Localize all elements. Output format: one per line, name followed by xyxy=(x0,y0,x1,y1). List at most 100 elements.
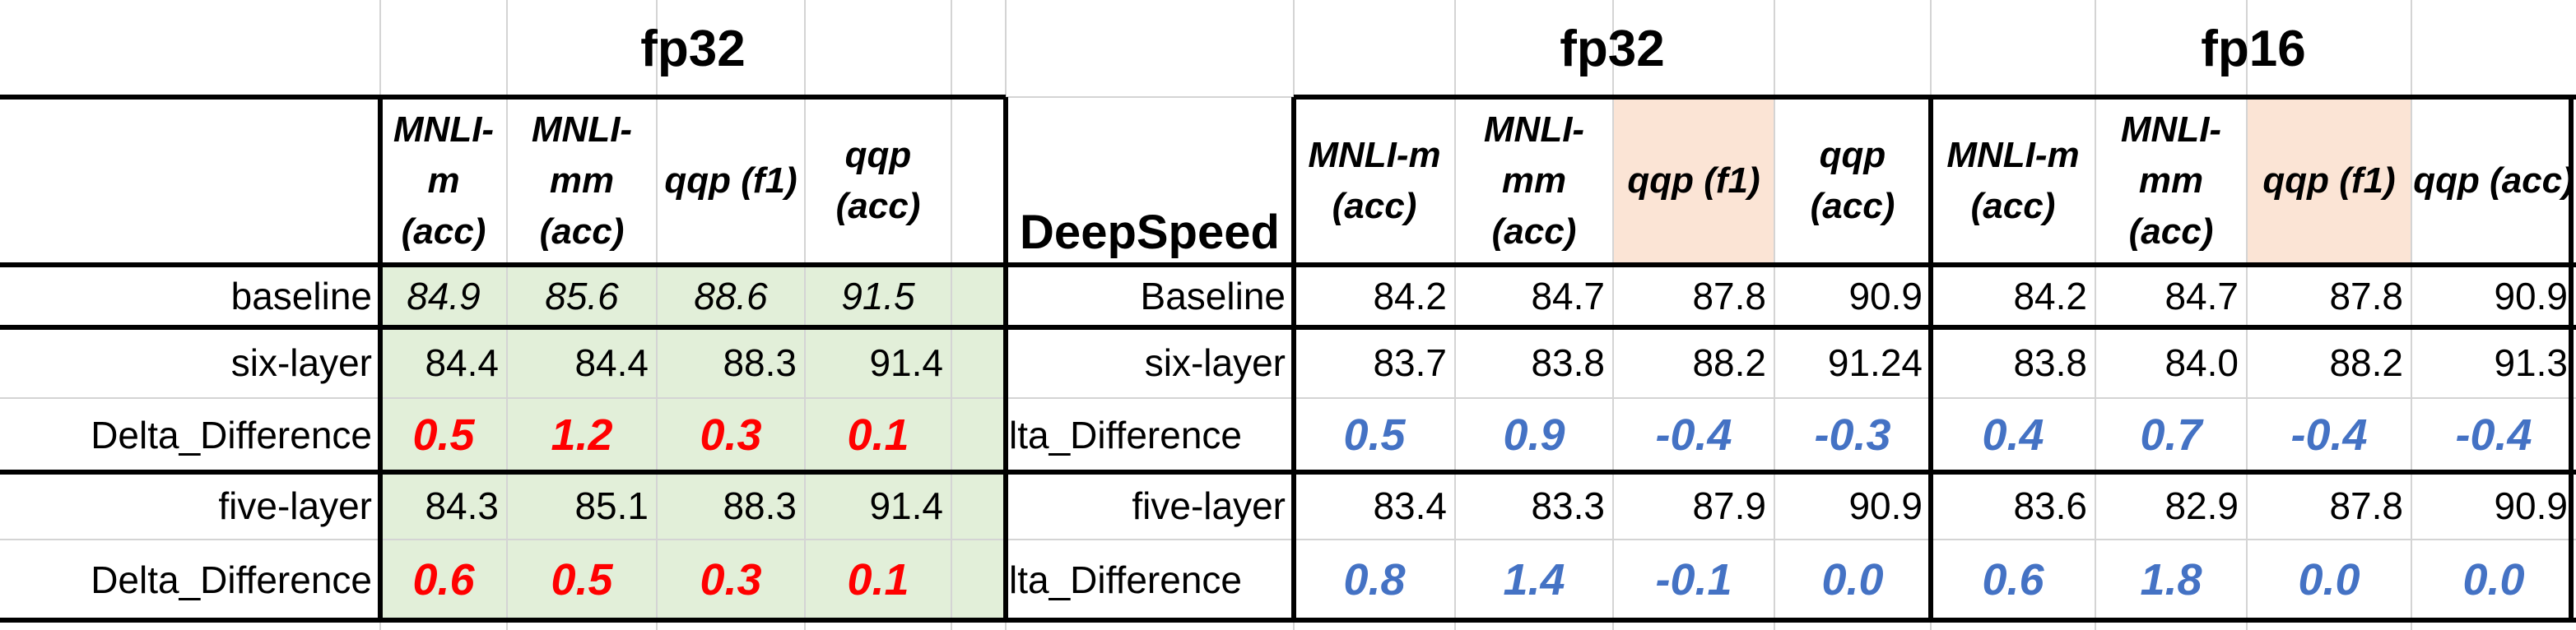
gridline-vertical xyxy=(804,0,806,630)
left-data-fill xyxy=(380,265,1006,620)
left-value: 0.5 xyxy=(412,410,475,460)
right-value: 84.0 xyxy=(2164,341,2239,384)
table-border xyxy=(0,618,2576,623)
right-value: 83.8 xyxy=(2013,341,2087,384)
right-value: 1.8 xyxy=(2140,555,2202,605)
right-value: 90.9 xyxy=(2494,484,2568,527)
right-row-label: five-layer xyxy=(1132,484,1286,527)
right-value-cell: 0.4 xyxy=(1931,398,2095,472)
left-row-label-cell: Delta_Difference xyxy=(0,398,380,472)
right-value-cell: 87.8 xyxy=(1613,265,1774,327)
right-value: 0.0 xyxy=(2298,555,2360,605)
gridline-vertical xyxy=(2095,0,2096,630)
right-value: 91.3 xyxy=(2494,341,2568,384)
right-value-cell: 0.8 xyxy=(1294,540,1455,620)
left-value: 84.3 xyxy=(425,484,499,527)
fp32-col-header-2: qqp (f1) xyxy=(1627,160,1760,201)
right-value: 83.3 xyxy=(1531,484,1605,527)
right-value-cell: 0.5 xyxy=(1294,398,1455,472)
left-col-header-0-cell: MNLI-m (acc) xyxy=(380,97,507,265)
right-value-cell: 0.9 xyxy=(1455,398,1613,472)
right-value: 91.24 xyxy=(1827,341,1923,384)
deepspeed-header-cell: DeepSpeed xyxy=(1006,97,1294,265)
left-value-cell: 91.4 xyxy=(805,327,951,398)
left-value: 0.3 xyxy=(700,410,762,460)
gridline-vertical xyxy=(1774,0,1775,630)
right-value: 90.9 xyxy=(2494,275,2568,317)
fp16-col-header-0: MNLI-m (acc) xyxy=(1946,135,2080,226)
left-col-header-1-cell: MNLI-mm (acc) xyxy=(507,97,657,265)
right-value-cell: -0.1 xyxy=(1613,540,1774,620)
right-value-cell: 1.8 xyxy=(2095,540,2247,620)
left-value: 0.1 xyxy=(847,555,909,605)
right-value: 84.2 xyxy=(1373,275,1447,317)
right-value-cell: 90.9 xyxy=(1774,472,1931,540)
right-value-cell: -0.3 xyxy=(1774,398,1931,472)
fp32-col-header-0-cell: MNLI-m (acc) xyxy=(1294,97,1455,265)
deepspeed-header: DeepSpeed xyxy=(1020,206,1280,259)
right-value-cell: 0.7 xyxy=(2095,398,2247,472)
fp16-col-header-2-cell: qqp (f1) xyxy=(2247,97,2411,265)
right-value: 0.4 xyxy=(1982,410,2044,460)
right-value: 83.8 xyxy=(1531,341,1605,384)
left-col-header-0: MNLI-m (acc) xyxy=(393,109,495,252)
left-value: 85.6 xyxy=(545,275,619,317)
left-col-header-3-cell: qqp (acc) xyxy=(805,97,951,265)
left-col-header-2: qqp (f1) xyxy=(664,160,797,201)
left-row-label: six-layer xyxy=(230,341,372,384)
left-value-cell: 0.5 xyxy=(380,398,507,472)
left-col-header-3: qqp (acc) xyxy=(835,135,921,226)
right-value-cell: 88.2 xyxy=(1613,327,1774,398)
table-border xyxy=(0,95,1006,100)
right-value-cell: -0.4 xyxy=(2411,398,2576,472)
right-value: 84.7 xyxy=(2164,275,2239,317)
left-row-label: five-layer xyxy=(218,484,372,527)
right-value: -0.4 xyxy=(2290,410,2368,460)
left-row-label: Delta_Difference xyxy=(91,414,372,456)
right-value: 0.8 xyxy=(1343,555,1406,605)
right-value-cell: 82.9 xyxy=(2095,472,2247,540)
left-value: 0.5 xyxy=(551,555,613,605)
right-row-label: six-layer xyxy=(1144,341,1286,384)
right-value-cell: 84.7 xyxy=(2095,265,2247,327)
left-value-cell: 0.3 xyxy=(657,540,805,620)
table-border xyxy=(0,262,2576,267)
right-value: 82.9 xyxy=(2164,484,2239,527)
right-value: 1.4 xyxy=(1503,555,1565,605)
right-value: 84.2 xyxy=(2013,275,2087,317)
left-value-cell: 84.4 xyxy=(380,327,507,398)
right-value: 87.8 xyxy=(1692,275,1766,317)
left-value: 88.3 xyxy=(723,341,797,384)
right-value-cell: 83.4 xyxy=(1294,472,1455,540)
gridline-vertical xyxy=(656,0,658,630)
left-col-header-1: MNLI-mm (acc) xyxy=(531,109,633,252)
right-value-cell: 0.0 xyxy=(2411,540,2576,620)
right-value: 0.6 xyxy=(1982,555,2044,605)
right-value-cell: 83.8 xyxy=(1455,327,1613,398)
left-value: 91.5 xyxy=(841,275,915,317)
left-value: 0.6 xyxy=(412,555,475,605)
right-value: 0.7 xyxy=(2140,410,2202,460)
left-value-cell: 0.1 xyxy=(805,540,951,620)
right-fp16-title-cell: fp16 xyxy=(1931,0,2576,97)
right-value-cell: -0.4 xyxy=(2247,398,2411,472)
left-row-label-cell: baseline xyxy=(0,265,380,327)
fp32-col-header-1: MNLI-mm (acc) xyxy=(1483,109,1585,252)
right-value: 83.7 xyxy=(1373,341,1447,384)
right-value-cell: 0.0 xyxy=(2247,540,2411,620)
left-value: 84.9 xyxy=(407,275,481,317)
right-value: 90.9 xyxy=(1848,484,1923,527)
fp16-col-header-3: qqp (acc) xyxy=(2413,160,2574,201)
right-value-cell: 83.8 xyxy=(1931,327,2095,398)
right-value-cell: 0.0 xyxy=(1774,540,1931,620)
left-row-label-cell: Delta_Difference xyxy=(0,540,380,620)
right-fp16-title: fp16 xyxy=(2201,20,2306,77)
left-value-cell: 1.2 xyxy=(507,398,657,472)
left-value-cell: 88.6 xyxy=(657,265,805,327)
fp32-col-header-2-cell: qqp (f1) xyxy=(1613,97,1774,265)
left-value-cell: 0.5 xyxy=(507,540,657,620)
left-row-label-cell: six-layer xyxy=(0,327,380,398)
right-value-cell: -0.4 xyxy=(1613,398,1774,472)
right-fp32-title-cell: fp32 xyxy=(1294,0,1931,97)
